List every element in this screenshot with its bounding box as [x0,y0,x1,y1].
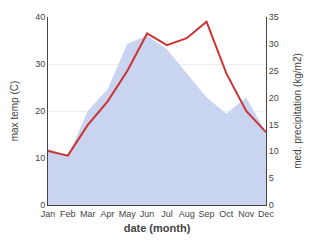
svg-text:Nov: Nov [238,209,255,219]
svg-text:10: 10 [269,146,279,156]
svg-text:Jul: Jul [161,209,173,219]
svg-text:Jan: Jan [41,209,56,219]
svg-text:Jun: Jun [140,209,155,219]
svg-text:10: 10 [35,153,45,163]
svg-text:5: 5 [269,173,274,183]
svg-text:Feb: Feb [60,209,76,219]
svg-text:30: 30 [35,59,45,69]
svg-text:Sep: Sep [199,209,215,219]
svg-text:Apr: Apr [100,209,114,219]
svg-text:med. precipitation (kg/m2): med. precipitation (kg/m2) [292,53,303,169]
svg-text:Aug: Aug [179,209,195,219]
svg-text:date (month): date (month) [124,222,191,234]
svg-text:Mar: Mar [80,209,96,219]
svg-text:Oct: Oct [219,209,234,219]
svg-text:30: 30 [269,39,279,49]
svg-text:May: May [119,209,137,219]
svg-text:0: 0 [269,200,274,210]
svg-text:15: 15 [269,120,279,130]
svg-text:20: 20 [35,106,45,116]
svg-text:35: 35 [269,12,279,22]
svg-text:40: 40 [35,12,45,22]
svg-text:Dec: Dec [258,209,275,219]
svg-text:0: 0 [40,200,45,210]
svg-text:max temp (C): max temp (C) [9,81,20,142]
svg-text:25: 25 [269,66,279,76]
svg-text:20: 20 [269,93,279,103]
